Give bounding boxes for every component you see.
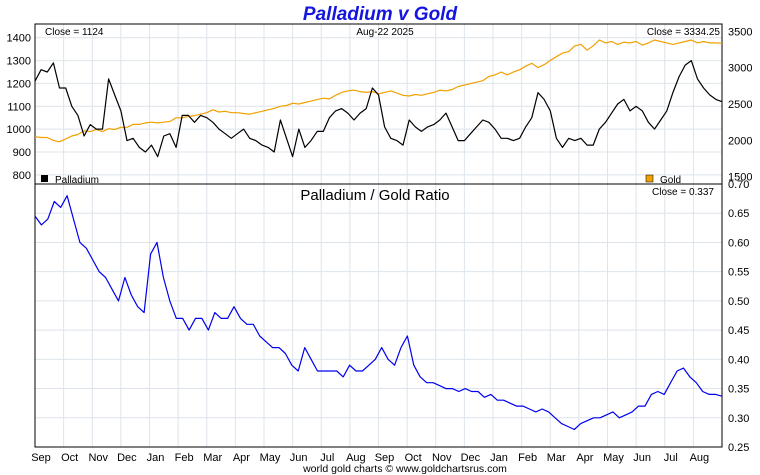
bottom-panel-frame: [34, 183, 723, 448]
ratio-tick-label: 0.50: [728, 296, 749, 308]
top-series: [34, 39, 723, 158]
x-tick-label: Jul: [320, 452, 334, 464]
x-tick-label: Jul: [664, 452, 678, 464]
top-right-ticks: 1500 2000 2500 3000 3500: [728, 26, 752, 183]
left-tick-label: 1300: [7, 56, 31, 68]
right-tick-label: 2000: [728, 135, 752, 147]
x-tick-label: May: [260, 452, 281, 464]
top-left-ticks: 800 900 1000 1100 1200 1300 1400: [7, 33, 31, 182]
x-tick-label: Sep: [375, 452, 395, 464]
right-tick-label: 1500: [728, 172, 752, 184]
x-tick-label: Jan: [490, 452, 508, 464]
bottom-series: [34, 195, 723, 431]
legend-gold: Gold: [660, 175, 681, 186]
right-tick-label: 3000: [728, 63, 752, 75]
right-tick-label: 3500: [728, 26, 752, 38]
x-tick-label: Mar: [203, 452, 222, 464]
left-tick-label: 800: [13, 170, 31, 182]
x-tick-label: Nov: [432, 452, 452, 464]
footer-credit: world gold charts © www.goldchartsrus.co…: [302, 463, 507, 475]
left-tick-label: 1000: [7, 124, 31, 136]
ratio-tick-label: 0.30: [728, 413, 749, 425]
top-panel: Close = 1124 Aug-22 2025 Close = 3334.25…: [7, 23, 752, 186]
bottom-gridlines: [35, 183, 723, 448]
ratio-title: Palladium / Gold Ratio: [300, 187, 449, 204]
ratio-tick-label: 0.65: [728, 208, 749, 220]
x-tick-label: May: [603, 452, 624, 464]
x-tick-label: Feb: [175, 452, 194, 464]
top-close-left: Close = 1124: [45, 27, 104, 38]
top-date-label: Aug-22 2025: [356, 27, 414, 38]
x-tick-label: Jun: [290, 452, 308, 464]
x-tick-label: Apr: [576, 452, 593, 464]
left-tick-label: 1200: [7, 78, 31, 90]
bottom-right-ticks: 0.25 0.30 0.35 0.40 0.45 0.50 0.55 0.60 0.65 0.70: [728, 179, 749, 454]
legend-gold-swatch: [645, 174, 654, 183]
x-tick-label: Oct: [405, 452, 422, 464]
ratio-close: Close = 0.337: [652, 187, 714, 198]
x-tick-label: Dec: [461, 452, 481, 464]
ratio-tick-label: 0.55: [728, 267, 749, 279]
x-axis-ticks: Sep Oct Nov Dec Jan Feb Mar Apr May Jun Jul Aug Sep O…: [31, 452, 709, 464]
left-tick-label: 1100: [7, 101, 31, 113]
x-tick-label: Aug: [346, 452, 366, 464]
x-tick-label: Nov: [88, 452, 108, 464]
legend-palladium: Palladium: [55, 175, 99, 186]
bottom-panel: Palladium / Gold Ratio Close = 0.337 0.2…: [31, 179, 749, 464]
ratio-tick-label: 0.70: [728, 179, 749, 191]
left-tick-label: 1400: [7, 33, 31, 45]
top-gridlines: [35, 24, 723, 184]
x-tick-label: Jan: [147, 452, 165, 464]
x-tick-label: Apr: [233, 452, 250, 464]
x-tick-label: Aug: [690, 452, 710, 464]
left-tick-label: 900: [13, 147, 31, 159]
x-tick-label: Feb: [518, 452, 537, 464]
x-tick-label: Oct: [61, 452, 78, 464]
ratio-tick-label: 0.60: [728, 237, 749, 249]
ratio-tick-label: 0.45: [728, 325, 749, 337]
x-tick-label: Sep: [31, 452, 51, 464]
x-tick-label: Mar: [547, 452, 566, 464]
right-tick-label: 2500: [728, 99, 752, 111]
top-close-right: Close = 3334.25: [647, 27, 721, 38]
x-tick-label: Dec: [117, 452, 137, 464]
legend-palladium-swatch: [41, 175, 48, 182]
ratio-tick-label: 0.40: [728, 354, 749, 366]
gold-series-line: [34, 39, 723, 143]
palladium-series-line: [34, 59, 723, 158]
chart-title: Palladium v Gold: [303, 4, 458, 25]
ratio-tick-label: 0.25: [728, 442, 749, 454]
x-tick-label: Jun: [633, 452, 651, 464]
ratio-tick-label: 0.35: [728, 384, 749, 396]
ratio-series-line: [34, 195, 723, 431]
